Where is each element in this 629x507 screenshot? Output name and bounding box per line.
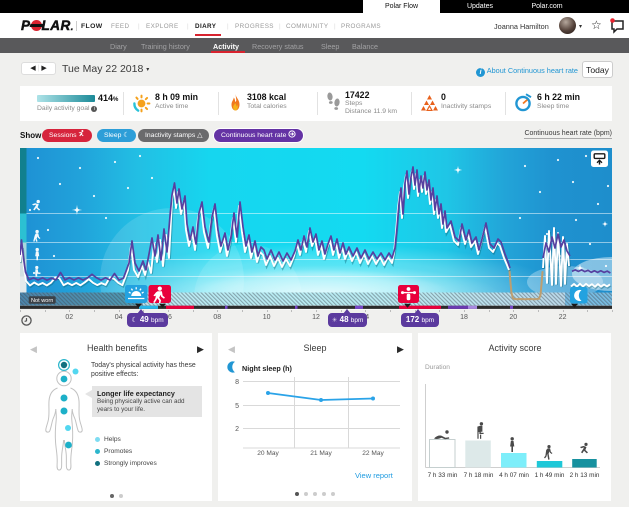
svg-text:Not worn: Not worn xyxy=(31,298,53,304)
svg-text:2: 2 xyxy=(235,426,239,433)
svg-text:5: 5 xyxy=(235,403,239,410)
svg-text:8: 8 xyxy=(235,379,239,386)
